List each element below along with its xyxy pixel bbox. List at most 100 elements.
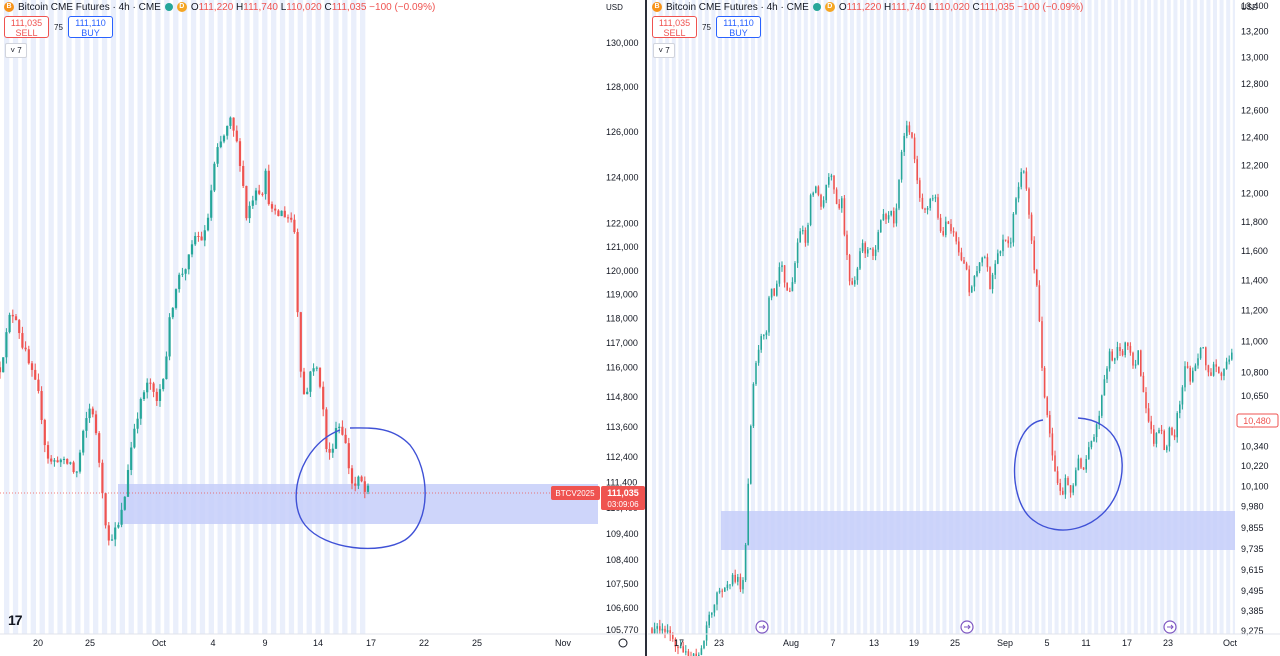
price-axis[interactable] — [600, 0, 645, 656]
session-band — [935, 0, 940, 634]
session-band — [253, 0, 259, 634]
candle-body — [152, 383, 155, 392]
symbol-title[interactable]: Bitcoin CME Futures · 4h · CME — [18, 1, 161, 13]
settings-icon[interactable] — [618, 638, 628, 648]
price-tick-label: 117,000 — [606, 338, 638, 348]
price-tick-label: 109,400 — [606, 529, 639, 539]
candle-body — [43, 420, 46, 446]
session-band — [922, 0, 927, 634]
candle-body — [1225, 361, 1228, 369]
indicators-toggle[interactable]: ˅ 7 — [653, 43, 675, 58]
buy-button[interactable]: 111,110 BUY — [68, 16, 113, 38]
left-chart-panel[interactable]: USD 130,000 128,000 126,000 124,000 122,000 12… — [0, 0, 647, 656]
candle-body — [165, 356, 168, 380]
candle-body — [911, 132, 913, 138]
chart-header: B Bitcoin CME Futures · 4h · CME D O111,… — [652, 1, 1083, 13]
candle-body — [718, 590, 721, 593]
candle-body — [1223, 368, 1225, 376]
price-tick-label: 11,600 — [1241, 246, 1268, 256]
sell-button[interactable]: 111,035 SELL — [652, 16, 697, 38]
session-band — [988, 0, 993, 634]
price-axis[interactable] — [1235, 0, 1280, 656]
candle-body — [1114, 358, 1116, 361]
bitcoin-icon: B — [652, 2, 662, 12]
session-band — [737, 0, 742, 634]
candle-body — [130, 447, 133, 470]
price-tick-label: 106,600 — [606, 603, 639, 613]
session-band — [968, 0, 973, 634]
candle-body — [50, 458, 53, 462]
candle-body — [1056, 471, 1059, 484]
tradingview-logo[interactable]: 17 — [8, 612, 23, 628]
price-tick-label: 11,800 — [1241, 217, 1268, 227]
candle-body — [56, 460, 59, 463]
candle-body — [254, 190, 258, 201]
candle-body — [21, 333, 24, 348]
candle-body — [1119, 347, 1121, 352]
session-band — [671, 0, 676, 634]
support-zone[interactable] — [721, 511, 1235, 550]
session-band — [1081, 0, 1085, 634]
session-band — [678, 0, 683, 634]
support-zone[interactable] — [118, 484, 598, 524]
symbol-title[interactable]: Bitcoin CME Futures · 4h · CME — [666, 1, 809, 13]
candle-body — [181, 273, 184, 275]
time-tick-label: Aug — [783, 638, 799, 648]
session-band — [810, 0, 815, 634]
left-chart-canvas[interactable]: USD 130,000 128,000 126,000 124,000 122,000 12… — [0, 0, 647, 656]
candle-body — [997, 253, 999, 264]
time-tick-label: 23 — [714, 638, 724, 648]
candle-body — [817, 186, 820, 195]
session-band — [1008, 0, 1013, 634]
candle-body — [232, 117, 235, 131]
candle-body — [184, 269, 187, 274]
sell-button[interactable]: 111,035 SELL — [4, 16, 49, 38]
candle-body — [742, 580, 744, 590]
candle-body — [692, 653, 695, 656]
candle-body — [206, 217, 210, 231]
candle-body — [136, 418, 139, 429]
session-band — [1153, 0, 1158, 634]
candle-body — [149, 382, 152, 384]
price-tick-label: 13,000 — [1241, 52, 1269, 62]
candle-body — [338, 426, 341, 428]
candle-body — [1160, 429, 1163, 431]
session-band — [724, 0, 729, 634]
candle-body — [828, 177, 830, 185]
candle-body — [666, 630, 669, 632]
candle-body — [851, 281, 853, 285]
indicators-toggle[interactable]: ˅ 7 — [5, 43, 27, 58]
candle-body — [357, 476, 360, 486]
candle-body — [66, 458, 69, 464]
candle-body — [1072, 485, 1074, 493]
candle-body — [1179, 404, 1181, 414]
candle-body — [139, 399, 142, 419]
candle-body — [752, 384, 755, 427]
candle-body — [991, 274, 994, 289]
candle-body — [848, 255, 851, 282]
candle-body — [363, 481, 366, 492]
buy-button[interactable]: 111,110 BUY — [716, 16, 761, 38]
candle-body — [768, 297, 770, 333]
candle-body — [264, 170, 267, 195]
session-band — [1140, 0, 1145, 634]
candle-body — [1036, 269, 1038, 286]
session-band — [1166, 0, 1171, 634]
candle-body — [280, 210, 283, 217]
time-tick-label: 9 — [262, 638, 267, 648]
session-band — [883, 0, 887, 634]
session-band — [685, 0, 689, 634]
candle-body — [1168, 427, 1171, 447]
drawn-circle-annotation[interactable] — [1013, 417, 1123, 531]
market-open-icon — [164, 3, 173, 11]
candle-body — [859, 251, 861, 269]
drawn-circle-annotation[interactable] — [295, 427, 426, 550]
session-band — [1120, 0, 1125, 634]
candle-body — [864, 243, 866, 254]
candle-body — [1017, 186, 1020, 199]
candle-body — [971, 286, 973, 293]
right-chart-panel[interactable]: USD 13,400 13,200 13,000 12,800 12,600 12,400 1… — [648, 0, 1280, 656]
price-tick-label: 9,495 — [1241, 586, 1264, 596]
price-tick-label: 10,340 — [1241, 441, 1269, 451]
